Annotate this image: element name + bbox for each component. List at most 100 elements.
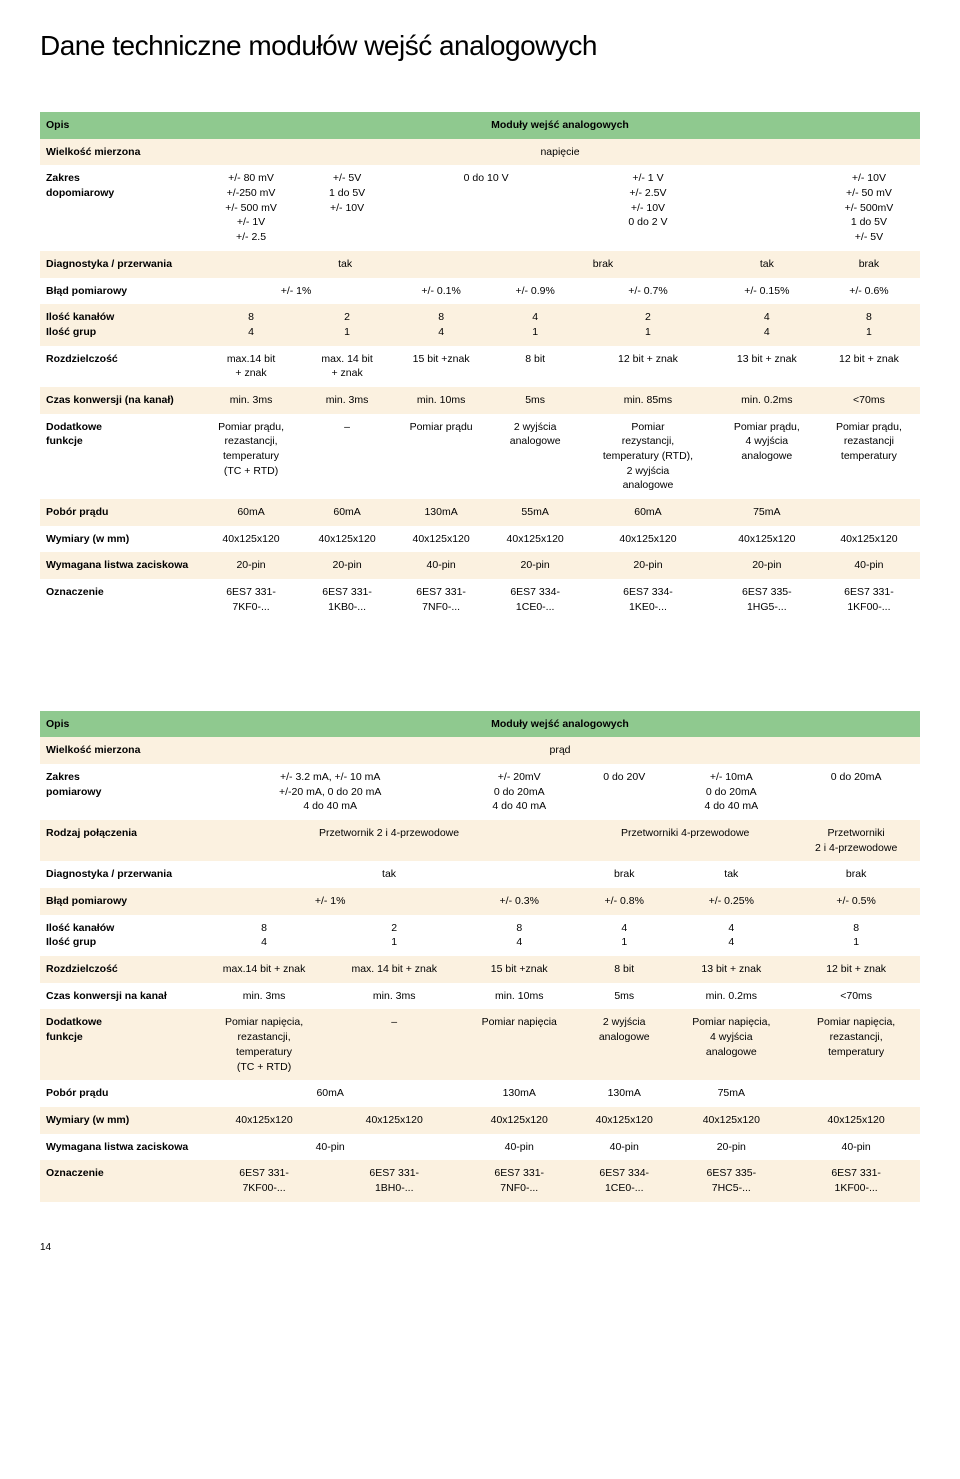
table-cell: 20-pin: [200, 552, 302, 579]
table-cell: tak: [200, 861, 578, 888]
table-cell: Przetworniki 4-przewodowe: [578, 820, 792, 861]
table-cell: Pomiar prądu: [392, 414, 490, 499]
table-cell: 15 bit +znak: [460, 956, 578, 983]
table-cell: 55mA: [490, 499, 580, 526]
table-cell: 40x125x120: [302, 526, 392, 553]
table-cell: 21: [328, 915, 460, 956]
table-cell: [818, 499, 920, 526]
table-cell: max.14 bit + znak: [200, 956, 328, 983]
table-cell: 41: [578, 915, 670, 956]
t2-dodat-label: Dodatkowefunkcje: [40, 1009, 200, 1080]
table-cell: min. 0.2ms: [716, 387, 818, 414]
table-cell: Pomiar prądu,rezastancji,temperatury(TC …: [200, 414, 302, 499]
table-cell: 6ES7 335-1HG5-...: [716, 579, 818, 620]
table-cell: 44: [670, 915, 792, 956]
table-cell: 40-pin: [460, 1134, 578, 1161]
table-cell: 20-pin: [670, 1134, 792, 1161]
table-cell: 40x125x120: [670, 1107, 792, 1134]
table-cell: 15 bit +znak: [392, 346, 490, 387]
table-cell: 0 do 20V: [578, 764, 670, 820]
table-cell: min. 10ms: [392, 387, 490, 414]
t2-module-header: Moduły wejść analogowych: [200, 711, 920, 738]
table-cell: 20-pin: [490, 552, 580, 579]
table-cell: 84: [460, 915, 578, 956]
table-cell: +/- 0.7%: [580, 278, 716, 305]
table-cell: +/- 80 mV+/-250 mV+/- 500 mV+/- 1V+/- 2.…: [200, 165, 302, 250]
table-cell: +/- 1%: [200, 278, 392, 305]
table-cell: +/- 20mV0 do 20mA4 do 40 mA: [460, 764, 578, 820]
t2-pobor-label: Pobór prądu: [40, 1080, 200, 1107]
t2-wielkosc-value: prąd: [200, 737, 920, 764]
t1-module-header: Moduły wejść analogowych: [200, 112, 920, 139]
t2-diag-label: Diagnostyka / przerwania: [40, 861, 200, 888]
table-cell: 60mA: [200, 499, 302, 526]
table-cell: 6ES7 331-7NF0-...: [392, 579, 490, 620]
table-cell: 13 bit + znak: [716, 346, 818, 387]
table-cell: 41: [490, 304, 580, 345]
table-cell: +/- 0.25%: [670, 888, 792, 915]
table-cell: Pomiar napięcia: [460, 1009, 578, 1080]
table-cell: 12 bit + znak: [580, 346, 716, 387]
table-cell: max. 14 bit + znak: [328, 956, 460, 983]
table-cell: min. 3ms: [302, 387, 392, 414]
table-cell: max. 14 bit+ znak: [302, 346, 392, 387]
t1-wym-label: Wymiary (w mm): [40, 526, 200, 553]
spec-table-1: Opis Moduły wejść analogowych Wielkość m…: [40, 112, 920, 621]
table-cell: 84: [200, 304, 302, 345]
page-number: 14: [40, 1242, 920, 1253]
t1-diag-label: Diagnostyka / przerwania: [40, 251, 200, 278]
table-cell: 40x125x120: [328, 1107, 460, 1134]
table-cell: min. 0.2ms: [670, 983, 792, 1010]
t1-czas-label: Czas konwersji (na kanał): [40, 387, 200, 414]
table-cell: 6ES7 334-1CE0-...: [578, 1160, 670, 1201]
table-cell: min. 3ms: [200, 387, 302, 414]
table-cell: brak: [578, 861, 670, 888]
table-cell: 40x125x120: [490, 526, 580, 553]
table-cell: +/- 0.8%: [578, 888, 670, 915]
table-cell: 84: [200, 915, 328, 956]
table-cell: 6ES7 335-7HC5-...: [670, 1160, 792, 1201]
t1-listwa-label: Wymagana listwa zaciskowa: [40, 552, 200, 579]
table-cell: 40x125x120: [392, 526, 490, 553]
table-cell: 6ES7 331-7KF00-...: [200, 1160, 328, 1201]
table-cell: 40x125x120: [716, 526, 818, 553]
table-cell: +/- 10mA0 do 20mA4 do 40 mA: [670, 764, 792, 820]
table-cell: 6ES7 331-1KF00-...: [792, 1160, 920, 1201]
table-cell: –: [328, 1009, 460, 1080]
table-cell: 21: [580, 304, 716, 345]
table-cell: Pomiar napięcia,4 wyjściaanalogowe: [670, 1009, 792, 1080]
table-cell: <70ms: [818, 387, 920, 414]
table-cell: 130mA: [578, 1080, 670, 1107]
table-cell: Pomiar prądu,4 wyjściaanalogowe: [716, 414, 818, 499]
table-cell: 60mA: [302, 499, 392, 526]
table-cell: 40x125x120: [460, 1107, 578, 1134]
t2-ozn-label: Oznaczenie: [40, 1160, 200, 1201]
table-cell: 60mA: [200, 1080, 460, 1107]
t1-dodat-label: Dodatkowefunkcje: [40, 414, 200, 499]
table-cell: 40x125x120: [200, 1107, 328, 1134]
table-cell: min. 85ms: [580, 387, 716, 414]
table-cell: Pomiar napięcia,rezastancji,temperatury(…: [200, 1009, 328, 1080]
table-cell: Pomiar napięcia,rezastancji,temperatury: [792, 1009, 920, 1080]
table-cell: max.14 bit+ znak: [200, 346, 302, 387]
table-cell: 40x125x120: [578, 1107, 670, 1134]
table-cell: +/- 0.1%: [392, 278, 490, 305]
table-cell: 5ms: [490, 387, 580, 414]
t1-wielkosc-label: Wielkość mierzona: [40, 139, 200, 166]
table-cell: –: [302, 414, 392, 499]
table-cell: 40-pin: [818, 552, 920, 579]
table-cell: 75mA: [716, 499, 818, 526]
table-cell: 20-pin: [716, 552, 818, 579]
table-cell: 130mA: [460, 1080, 578, 1107]
t1-opis-label: Opis: [40, 112, 200, 139]
table-cell: +/- 0.3%: [460, 888, 578, 915]
table-cell: 12 bit + znak: [792, 956, 920, 983]
t1-blad-label: Błąd pomiarowy: [40, 278, 200, 305]
table-cell: Przetwornik 2 i 4-przewodowe: [200, 820, 578, 861]
table-cell: 21: [302, 304, 392, 345]
table-cell: min. 3ms: [200, 983, 328, 1010]
table-cell: 2 wyjściaanalogowe: [578, 1009, 670, 1080]
table-cell: 8 bit: [578, 956, 670, 983]
table-cell: 130mA: [392, 499, 490, 526]
table-cell: 6ES7 334-1CE0-...: [490, 579, 580, 620]
